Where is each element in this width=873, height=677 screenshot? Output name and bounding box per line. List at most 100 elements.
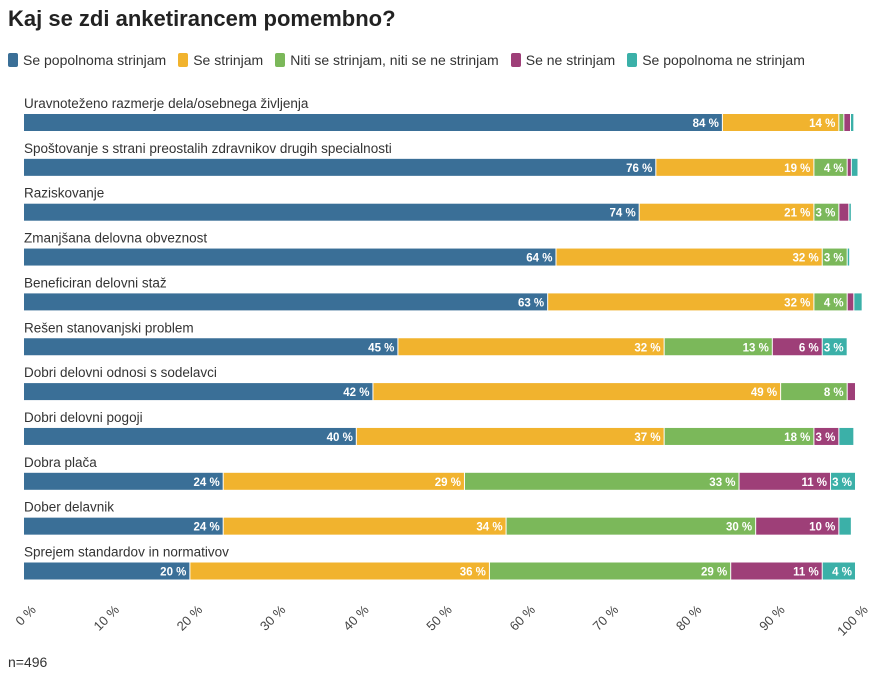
category-label: Sprejem standardov in normativov: [24, 545, 229, 560]
bar-segment: [722, 114, 839, 131]
data-label: 42 %: [343, 387, 369, 399]
bar-segment: [731, 562, 822, 580]
legend-label: Se strinjam: [193, 52, 264, 68]
bar-segment: [854, 293, 862, 311]
legend: Se popolnoma strinjam Se strinjam Niti s…: [8, 52, 805, 68]
legend-swatch: [627, 53, 638, 67]
category-label: Zmanjšana delovna obveznost: [24, 231, 207, 246]
bar-segment: [831, 472, 855, 490]
data-label: 24 %: [193, 477, 219, 489]
data-label: 6 %: [799, 342, 819, 354]
bar-segment: [839, 427, 854, 445]
bar-segment: [24, 562, 190, 580]
bar-segment: [24, 472, 223, 490]
bar-segment: [398, 338, 664, 356]
bar-segment: [847, 248, 850, 266]
bar-segment: [781, 383, 847, 401]
bar-segment: [851, 114, 854, 131]
category-label: Beneficiran delovni staž: [24, 275, 167, 290]
bar-segment: [844, 114, 851, 131]
data-label: 32 %: [793, 253, 819, 265]
x-tick-label: 60 %: [506, 602, 538, 634]
data-label: 20 %: [160, 567, 186, 579]
data-label: 64 %: [526, 253, 552, 265]
bar-segment: [822, 338, 847, 356]
bar-segment: [839, 114, 844, 131]
bar-segment: [223, 517, 506, 535]
data-label: 10 %: [809, 522, 835, 534]
x-tick-label: 10 %: [90, 602, 122, 634]
x-tick-label: 90 %: [756, 602, 788, 634]
data-label: 18 %: [784, 432, 810, 444]
bar-segment: [664, 338, 772, 356]
data-label: 3 %: [824, 253, 844, 265]
bar-segment: [24, 114, 722, 131]
data-label: 40 %: [327, 432, 353, 444]
legend-item-strongly-agree[interactable]: Se popolnoma strinjam: [8, 52, 166, 68]
legend-item-strongly-disagree[interactable]: Se popolnoma ne strinjam: [627, 52, 805, 68]
category-label: Spoštovanje s strani preostalih zdravnik…: [24, 141, 392, 156]
data-label: 74 %: [609, 208, 635, 220]
sample-size-note: n=496: [8, 654, 48, 670]
data-label: 4 %: [824, 297, 844, 309]
bar-segment: [464, 472, 739, 490]
category-label: Dobra plača: [24, 455, 97, 470]
bar-segment: [556, 248, 822, 266]
bar-segment: [814, 203, 839, 221]
x-tick-label: 40 %: [340, 602, 372, 634]
bar-segment: [190, 562, 489, 580]
data-label: 37 %: [634, 432, 660, 444]
data-label: 24 %: [193, 522, 219, 534]
category-label: Uravnoteženo razmerje dela/osebnega živl…: [24, 96, 309, 111]
x-tick-label: 0 %: [12, 602, 39, 629]
legend-item-neutral[interactable]: Niti se strinjam, niti se ne strinjam: [275, 52, 499, 68]
bar-segment: [24, 158, 656, 176]
legend-item-agree[interactable]: Se strinjam: [178, 52, 263, 68]
category-label: Dobri delovni odnosi s sodelavci: [24, 365, 217, 380]
data-label: 3 %: [816, 432, 836, 444]
data-label: 34 %: [476, 522, 502, 534]
bar-segment: [24, 427, 356, 445]
bar-segment: [373, 383, 781, 401]
bar-segment: [847, 158, 851, 176]
bar-segment: [814, 293, 847, 311]
data-label: 4 %: [832, 567, 852, 579]
data-label: 14 %: [809, 118, 835, 130]
data-label: 19 %: [784, 163, 810, 175]
bar-segment: [489, 562, 731, 580]
data-label: 49 %: [751, 387, 777, 399]
data-label: 3 %: [816, 208, 836, 220]
legend-swatch: [510, 53, 521, 67]
bar-segment: [849, 203, 851, 221]
bar-segment: [847, 383, 855, 401]
data-label: 29 %: [701, 567, 727, 579]
legend-swatch: [178, 53, 189, 67]
bar-segment: [24, 517, 223, 535]
bar-segment: [822, 248, 847, 266]
bar-segment: [822, 562, 855, 580]
bar-segment: [756, 517, 839, 535]
data-label: 32 %: [784, 297, 810, 309]
data-label: 29 %: [435, 477, 461, 489]
x-tick-label: 20 %: [174, 602, 206, 634]
legend-item-disagree[interactable]: Se ne strinjam: [510, 52, 615, 68]
data-label: 45 %: [368, 342, 394, 354]
legend-label: Se popolnoma ne strinjam: [642, 52, 805, 68]
data-label: 8 %: [824, 387, 844, 399]
bar-segment: [851, 158, 858, 176]
data-label: 11 %: [801, 477, 827, 489]
legend-swatch: [8, 53, 18, 67]
category-label: Dober delavnik: [24, 500, 114, 515]
data-label: 33 %: [709, 477, 735, 489]
bar-segment: [548, 293, 814, 311]
bar-segment: [506, 517, 756, 535]
bar-segment: [356, 427, 664, 445]
bar-segment: [24, 293, 548, 311]
x-tick-label: 70 %: [590, 602, 622, 634]
category-label: Rešen stanovanjski problem: [24, 320, 194, 335]
data-label: 84 %: [693, 118, 719, 130]
data-label: 36 %: [460, 567, 486, 579]
data-label: 21 %: [784, 208, 810, 220]
x-tick-label: 50 %: [423, 602, 455, 634]
legend-label: Niti se strinjam, niti se ne strinjam: [290, 52, 499, 68]
